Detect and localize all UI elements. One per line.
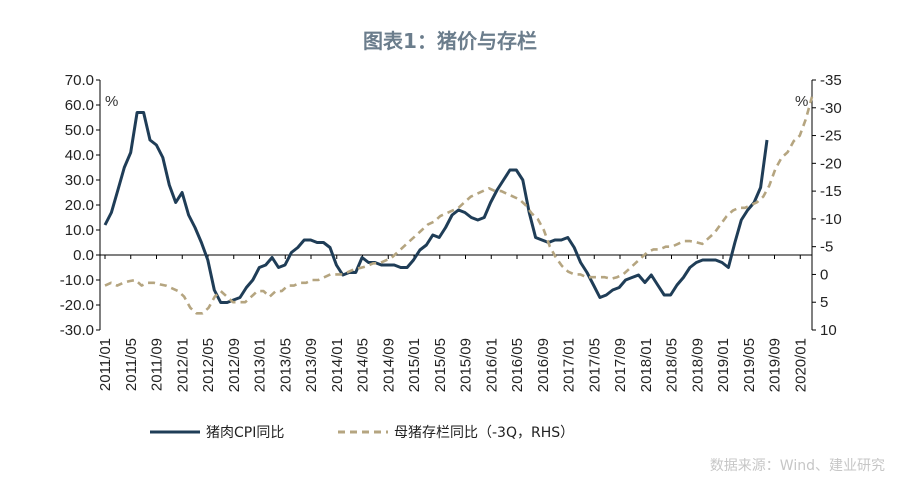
series-line-2 [104,96,814,315]
right-tick-label: -35 [820,72,842,89]
x-tick-label: 2015/01 [406,338,423,392]
right-tick-label: -30 [820,100,842,117]
x-tick-label: 2012/09 [226,338,243,392]
right-tick-label: 0 [820,266,828,283]
x-tick-label: 2019/05 [741,338,758,392]
watermark-text: 数据来源：Wind、建业研究 [710,458,885,474]
series-line-1 [103,111,769,304]
x-tick-label: 2016/09 [535,338,552,392]
right-tick-label: 10 [820,322,837,339]
x-tick-label: 2017/05 [586,338,603,392]
x-tick-label: 2019/01 [715,338,732,392]
left-tick-label: 0.0 [73,247,94,264]
right-tick-label: -10 [820,211,842,228]
x-tick-label: 2016/01 [483,338,500,392]
series-lines [103,96,814,315]
x-tick-label: 2018/05 [664,338,681,392]
x-tick-label: 2014/09 [380,338,397,392]
axes: 70.0 60.0 50.0 40.0 30.0 20.0 10.0 0.0 -10.0 -20.… [60,72,842,392]
right-tick-label: 5 [820,294,828,311]
x-tick-label: 2018/09 [689,338,706,392]
x-tick-label: 2015/09 [458,338,475,392]
x-tick-label: 2013/01 [252,338,269,392]
x-tick-label: 2011/01 [97,338,114,391]
left-tick-label: -20.0 [60,297,94,314]
left-tick-label: -30.0 [60,322,94,339]
x-tick-label: 2014/05 [355,338,372,392]
legend-label-2: 母猪存栏同比（-3Q，RHS） [394,425,574,441]
chart-title: 图表1：猪价与存栏 [363,29,537,53]
left-tick-label: 60.0 [65,97,94,114]
x-tick-label: 2013/09 [303,338,320,392]
x-tick-label: 2015/05 [432,338,449,392]
x-tick-label: 2020/01 [792,338,809,392]
x-tick-label: 2019/09 [767,338,784,392]
x-tick-label: 2012/01 [174,338,191,392]
left-tick-label: 20.0 [65,197,94,214]
left-tick-label: -10.0 [60,272,94,289]
right-tick-label: -20 [820,155,842,172]
x-tick-label: 2016/05 [509,338,526,392]
right-tick-label: -25 [820,128,842,145]
x-tick-label: 2017/01 [561,338,578,392]
x-tick-label: 2017/09 [612,338,629,392]
legend-label-1: 猪肉CPI同比 [206,425,284,441]
left-tick-label: 10.0 [65,222,94,239]
left-tick-label: 70.0 [65,72,94,89]
right-tick-label: -5 [820,239,833,256]
right-tick-label: -15 [820,183,842,200]
left-tick-label: 50.0 [65,122,94,139]
left-tick-label: 40.0 [65,147,94,164]
x-tick-label: 2011/05 [123,338,140,391]
left-tick-label: 30.0 [65,172,94,189]
x-tick-label: 2018/01 [638,338,655,392]
x-tick-label: 2013/05 [277,338,294,392]
right-unit-label: % [795,93,808,110]
x-tick-label: 2011/09 [149,338,166,391]
left-unit-label: % [105,93,118,110]
x-tick-label: 2014/01 [329,338,346,392]
x-tick-label: 2012/05 [200,338,217,392]
legend: 猪肉CPI同比 母猪存栏同比（-3Q，RHS） [150,425,574,441]
